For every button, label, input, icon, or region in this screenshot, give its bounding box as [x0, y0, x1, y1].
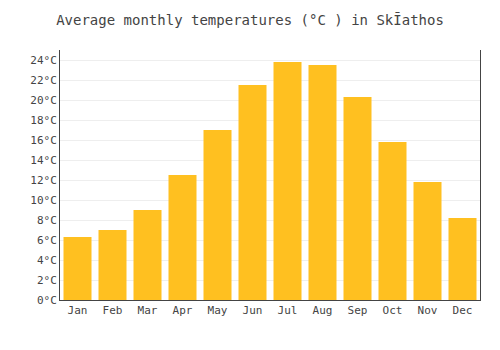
svg-text:Aug: Aug — [313, 304, 333, 317]
svg-text:2°C: 2°C — [37, 274, 57, 287]
svg-text:Sep: Sep — [348, 304, 368, 317]
svg-text:16°C: 16°C — [30, 134, 57, 147]
svg-text:0°C: 0°C — [37, 294, 57, 307]
svg-text:Mar: Mar — [138, 304, 158, 317]
svg-text:Nov: Nov — [418, 304, 438, 317]
svg-text:14°C: 14°C — [30, 154, 57, 167]
svg-text:Feb: Feb — [103, 304, 123, 317]
svg-text:Average monthly temperatures (: Average monthly temperatures (°C ) in Sk… — [56, 12, 444, 28]
svg-text:Dec: Dec — [453, 304, 473, 317]
svg-text:Jul: Jul — [278, 304, 298, 317]
svg-text:4°C: 4°C — [37, 254, 57, 267]
svg-text:Oct: Oct — [383, 304, 403, 317]
svg-text:22°C: 22°C — [30, 74, 57, 87]
svg-text:Jan: Jan — [68, 304, 88, 317]
svg-text:Jun: Jun — [243, 304, 263, 317]
svg-text:6°C: 6°C — [37, 234, 57, 247]
svg-text:8°C: 8°C — [37, 214, 57, 227]
svg-text:May: May — [208, 304, 228, 317]
svg-text:20°C: 20°C — [30, 94, 57, 107]
svg-text:24°C: 24°C — [30, 54, 57, 67]
svg-text:12°C: 12°C — [30, 174, 57, 187]
svg-text:10°C: 10°C — [30, 194, 57, 207]
svg-text:Apr: Apr — [173, 304, 193, 317]
svg-text:18°C: 18°C — [30, 114, 57, 127]
